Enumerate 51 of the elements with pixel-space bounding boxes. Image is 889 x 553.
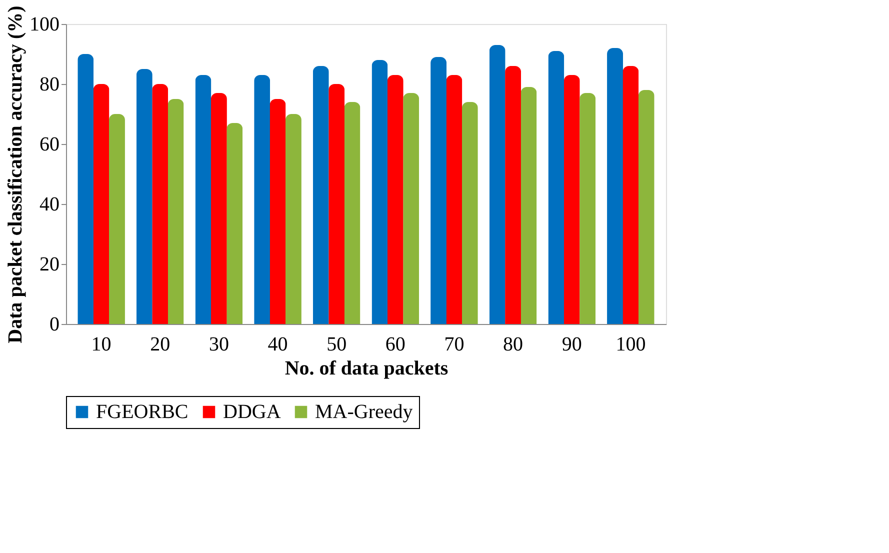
bar <box>136 69 152 324</box>
x-tick-label: 50 <box>326 334 347 356</box>
bar <box>622 66 639 324</box>
x-tick-label: 60 <box>385 334 406 356</box>
bar <box>446 75 462 324</box>
x-tick-label: 20 <box>150 334 170 356</box>
bar <box>489 45 506 324</box>
x-tick-label: 40 <box>268 334 288 356</box>
y-tick-label: 20 <box>40 254 60 276</box>
y-tick-label: 100 <box>30 14 60 36</box>
bar <box>108 114 125 324</box>
y-tick-label: 60 <box>40 134 60 156</box>
bar <box>152 84 168 324</box>
bar <box>254 75 270 324</box>
bar <box>548 51 564 324</box>
bar <box>210 93 227 324</box>
x-tick-label: 100 <box>616 334 646 356</box>
bar <box>195 75 212 324</box>
bar <box>462 102 478 324</box>
bar <box>372 60 388 324</box>
legend-label: FGEORBC <box>96 401 188 423</box>
bar <box>403 93 420 324</box>
bar <box>430 57 447 324</box>
bar <box>226 123 243 324</box>
y-tick-label: 80 <box>40 74 60 96</box>
legend-label: DDGA <box>223 401 282 423</box>
bar <box>580 93 596 324</box>
x-tick-label: 80 <box>503 334 524 356</box>
x-tick-label: 30 <box>208 334 229 356</box>
bar <box>520 87 537 324</box>
bar <box>168 99 184 324</box>
bar <box>344 102 360 324</box>
legend-label: MA-Greedy <box>315 401 413 423</box>
x-tick-label: 10 <box>91 334 112 356</box>
x-tick-label: 90 <box>562 334 582 356</box>
bar <box>93 84 110 324</box>
y-tick-label: 40 <box>40 194 60 216</box>
bar <box>607 48 624 324</box>
bar <box>78 54 94 324</box>
bar <box>638 90 654 324</box>
y-axis-title: Data packet classification accuracy (%) <box>4 6 26 344</box>
x-tick-label: 70 <box>444 334 464 356</box>
y-tick-label: 0 <box>50 314 60 336</box>
bar <box>387 75 404 324</box>
bar <box>505 66 522 324</box>
bar <box>312 66 329 324</box>
bar <box>564 75 580 324</box>
bar <box>285 114 302 324</box>
x-axis-title: No. of data packets <box>284 358 448 380</box>
bar <box>328 84 345 324</box>
bar <box>270 99 286 324</box>
